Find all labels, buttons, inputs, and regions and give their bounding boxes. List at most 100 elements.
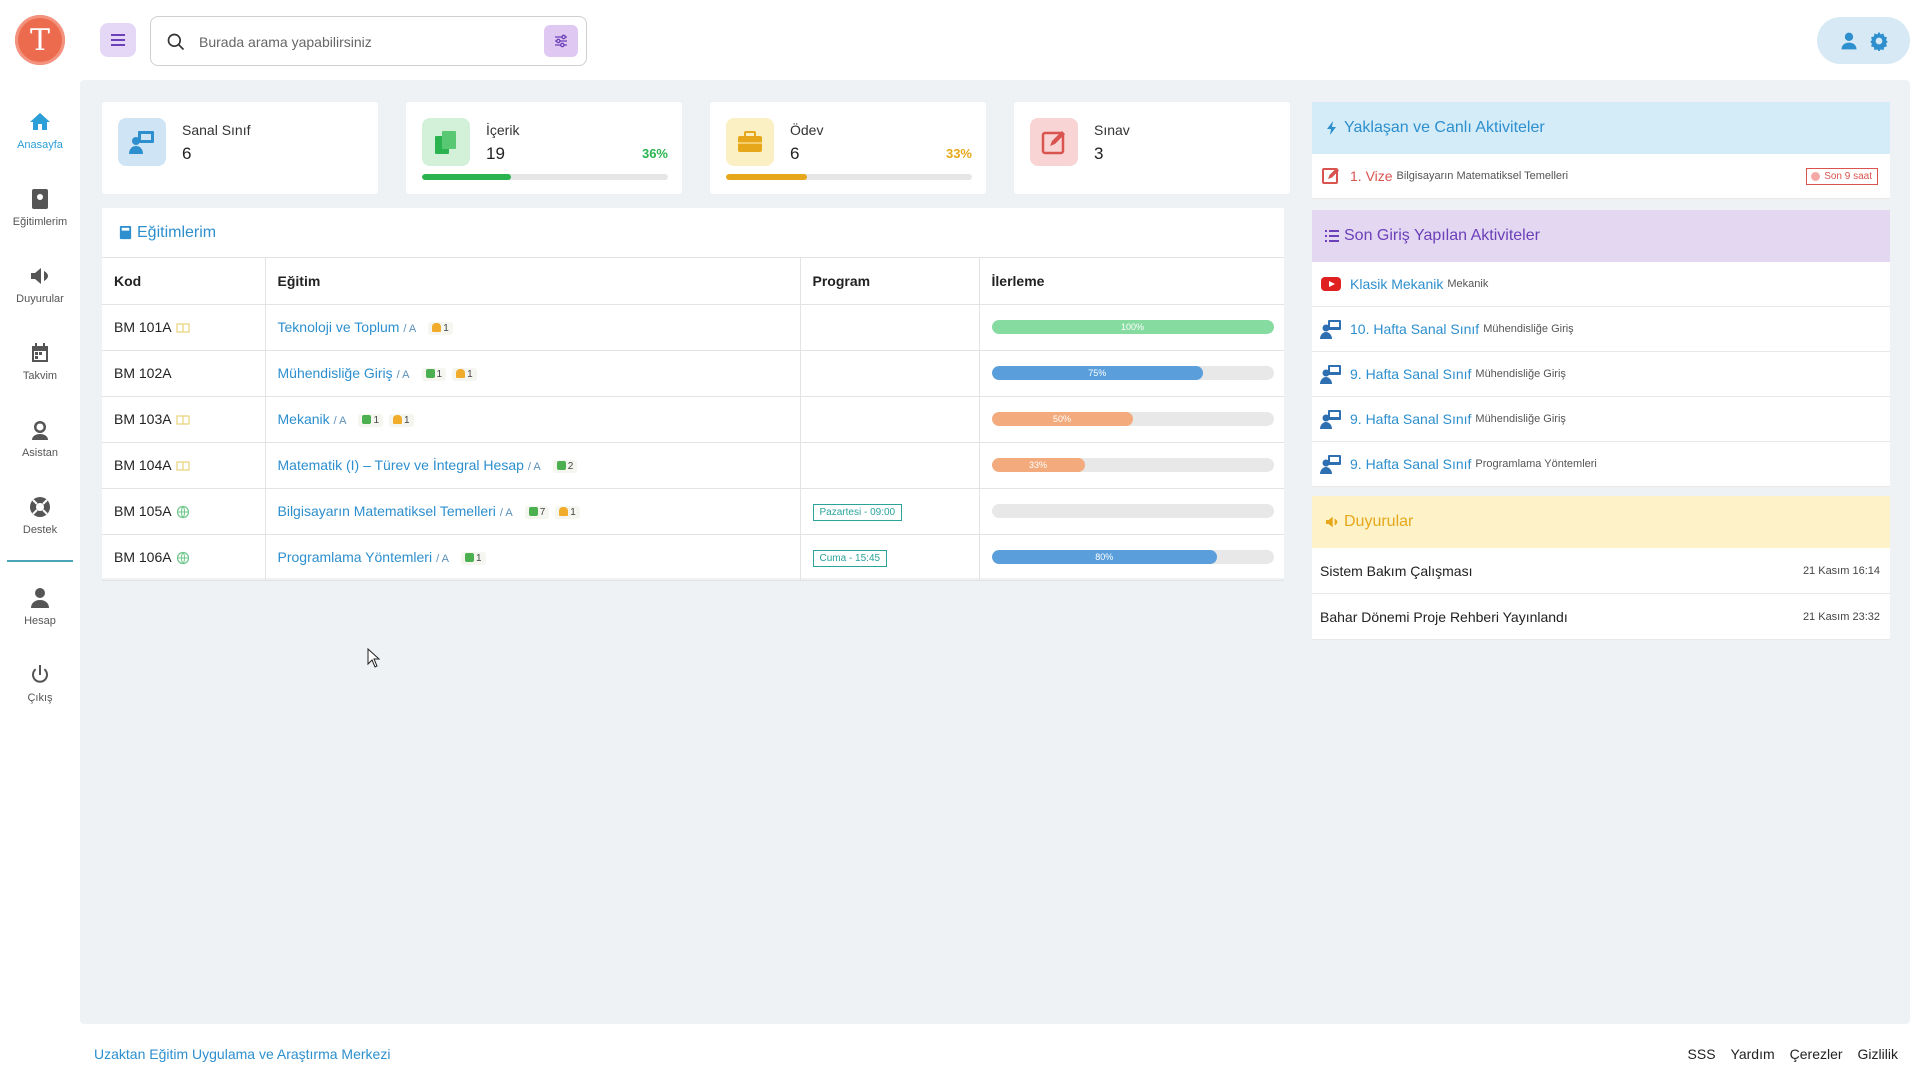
sidebar-divider — [7, 560, 73, 562]
column-header-ilerleme[interactable]: İlerleme — [979, 258, 1284, 305]
sidebar-item-cikis[interactable]: Çıkış — [0, 645, 80, 722]
stat-card-odev[interactable]: Ödev 6 33% — [710, 102, 986, 194]
courses-panel-title: Eğitimlerim — [137, 223, 217, 241]
stat-label: Sınav — [1094, 122, 1130, 138]
announcement-title: Sistem Bakım Çalışması — [1320, 562, 1473, 579]
footer-org-link[interactable]: Uzaktan Eğitim Uygulama ve Araştırma Mer… — [94, 1046, 391, 1062]
recent-item[interactable]: 9. Hafta Sanal Sınıf Mühendisliğe Giriş — [1312, 352, 1890, 397]
badge-count: 1 — [373, 414, 380, 426]
recent-title: Son Giriş Yapılan Aktiviteler — [1344, 227, 1540, 244]
course-name-cell: Mühendisliğe Giriş / A 1 1 — [265, 350, 801, 397]
table-row[interactable]: BM 103A Mekanik / A 1 1 50% — [102, 396, 1284, 443]
recent-item[interactable]: 9. Hafta Sanal Sınıf Mühendisliğe Giriş — [1312, 397, 1890, 442]
announcements-panel: Duyurular Sistem Bakım Çalışması 21 Kası… — [1312, 496, 1890, 640]
search-filter-button[interactable] — [544, 25, 578, 57]
course-name-link[interactable]: Programlama Yöntemleri — [277, 549, 433, 565]
progress-fill: 50% — [991, 412, 1133, 426]
content-icon — [464, 552, 474, 562]
course-name-link[interactable]: Teknoloji ve Toplum — [277, 319, 400, 335]
recent-item-name[interactable]: 9. Hafta Sanal Sınıf — [1350, 411, 1472, 427]
virtual-class-icon — [1320, 365, 1341, 384]
recent-item[interactable]: Klasik Mekanik Mekanik — [1312, 262, 1890, 307]
assignment-icon — [393, 414, 403, 424]
upcoming-item[interactable]: 1. Vize Bilgisayarın Matematiksel Temell… — [1312, 154, 1890, 199]
course-name-link[interactable]: Mekanik — [277, 411, 330, 427]
progress-bar: 80% — [991, 550, 1274, 564]
dot-icon — [1811, 172, 1821, 181]
table-header-row: Kod Eğitim Program İlerleme — [102, 258, 1284, 305]
recent-item-name[interactable]: Klasik Mekanik — [1350, 276, 1444, 292]
sidebar-item-label: Duyurular — [16, 293, 64, 305]
footer-link-yardim[interactable]: Yardım — [1730, 1046, 1775, 1062]
calendar-icon — [32, 343, 48, 362]
announcement-date: 21 Kasım 23:32 — [1802, 610, 1880, 623]
course-code: BM 105A — [114, 502, 172, 519]
recent-item-course: Programlama Yöntemleri — [1475, 458, 1597, 470]
course-section: / A — [333, 415, 347, 427]
sidebar-item-egitimlerim[interactable]: Eğitimlerim — [0, 169, 80, 246]
course-name-link[interactable]: Mühendisliğe Giriş — [277, 365, 393, 381]
search-input[interactable] — [199, 29, 519, 55]
sidebar-item-asistan[interactable]: Asistan — [0, 400, 80, 477]
badge-count: 2 — [567, 460, 574, 472]
deadline-badge: Son 9 saat — [1806, 168, 1878, 185]
recent-item[interactable]: 10. Hafta Sanal Sınıf Mühendisliğe Giriş — [1312, 307, 1890, 352]
table-row[interactable]: BM 105A Bilgisayarın Matematiksel Temelle… — [102, 488, 1284, 535]
footer-link-cerezler[interactable]: Çerezler — [1789, 1046, 1843, 1062]
footer-link-gizlilik[interactable]: Gizlilik — [1857, 1046, 1898, 1062]
table-row[interactable]: BM 106A Programlama Yöntemleri / A 1 Cuma - … — [102, 534, 1284, 581]
stat-card-icerik[interactable]: İçerik 19 36% — [406, 102, 682, 194]
course-name-link[interactable]: Bilgisayarın Matematiksel Temelleri — [277, 503, 496, 519]
recent-item-name[interactable]: 10. Hafta Sanal Sınıf — [1350, 321, 1480, 337]
announcement-title: Bahar Dönemi Proje Rehberi Yayınlandı — [1320, 608, 1568, 625]
sidebar-item-takvim[interactable]: Takvim — [0, 323, 80, 400]
progress-fill: 75% — [991, 366, 1203, 380]
course-name-link[interactable]: Matematik (I) – Türev ve İntegral Hesap — [277, 457, 524, 473]
sidebar-item-duyurular[interactable]: Duyurular — [0, 246, 80, 323]
announcement-item[interactable]: Sistem Bakım Çalışması 21 Kasım 16:14 — [1312, 548, 1890, 594]
course-code-cell: BM 103A — [102, 396, 266, 443]
footer-link-sss[interactable]: SSS — [1687, 1046, 1716, 1062]
table-row[interactable]: BM 101A Teknoloji ve Toplum / A 1 100% — [102, 304, 1284, 351]
sidebar-item-label: Hesap — [24, 615, 56, 627]
course-code: BM 101A — [114, 318, 172, 335]
recent-item-name[interactable]: 9. Hafta Sanal Sınıf — [1350, 456, 1472, 472]
badge-count: 1 — [436, 368, 443, 380]
course-code: BM 102A — [114, 365, 172, 381]
course-code: BM 103A — [114, 410, 172, 427]
badge-count: 1 — [475, 552, 482, 564]
recent-item-name[interactable]: 9. Hafta Sanal Sınıf — [1350, 366, 1472, 382]
recent-item[interactable]: 9. Hafta Sanal Sınıf Programlama Yöntemle… — [1312, 442, 1890, 487]
user-icon[interactable] — [1839, 31, 1859, 51]
progress-bar — [991, 504, 1274, 518]
table-row[interactable]: BM 104A Matematik (I) – Türev ve İntegral… — [102, 442, 1284, 489]
gear-icon[interactable] — [1869, 31, 1889, 51]
content-icon — [425, 368, 435, 378]
column-header-egitim[interactable]: Eğitim — [265, 258, 801, 305]
sidebar-item-hesap[interactable]: Hesap — [0, 568, 80, 645]
stat-card-sinav[interactable]: Sınav 3 — [1014, 102, 1290, 194]
column-header-kod[interactable]: Kod — [102, 258, 266, 305]
virtual-class-icon — [118, 118, 166, 166]
app-logo[interactable]: T — [15, 15, 65, 65]
stat-progress-fill — [422, 174, 511, 180]
progress-bar: 50% — [991, 412, 1274, 426]
courses-panel: Eğitimlerim Kod Eğitim Program İlerleme … — [102, 208, 1284, 581]
course-program-cell — [800, 304, 980, 351]
globe-icon — [176, 506, 189, 519]
stat-card-sanal-sinif[interactable]: Sanal Sınıf 6 — [102, 102, 378, 194]
menu-toggle-button[interactable] — [100, 23, 136, 57]
column-header-program[interactable]: Program — [800, 258, 980, 305]
stat-value: 6 — [182, 144, 192, 163]
sidebar-item-destek[interactable]: Destek — [0, 477, 80, 554]
sidebar-item-anasayfa[interactable]: Anasayfa — [0, 92, 80, 169]
upcoming-item-name[interactable]: 1. Vize — [1350, 168, 1393, 184]
book-mode-icon — [175, 323, 190, 333]
announcement-item[interactable]: Bahar Dönemi Proje Rehberi Yayınlandı 21… — [1312, 594, 1890, 640]
course-code-cell: BM 101A — [102, 304, 266, 351]
course-name-cell: Matematik (I) – Türev ve İntegral Hesap /… — [265, 442, 801, 489]
recent-list: Klasik Mekanik Mekanik 10. Hafta Sanal Sın… — [1312, 262, 1890, 487]
search-box — [150, 16, 587, 66]
sidebar-item-label: Asistan — [21, 447, 59, 459]
table-row[interactable]: BM 102A Mühendisliğe Giriş / A 1 1 75% — [102, 350, 1284, 397]
